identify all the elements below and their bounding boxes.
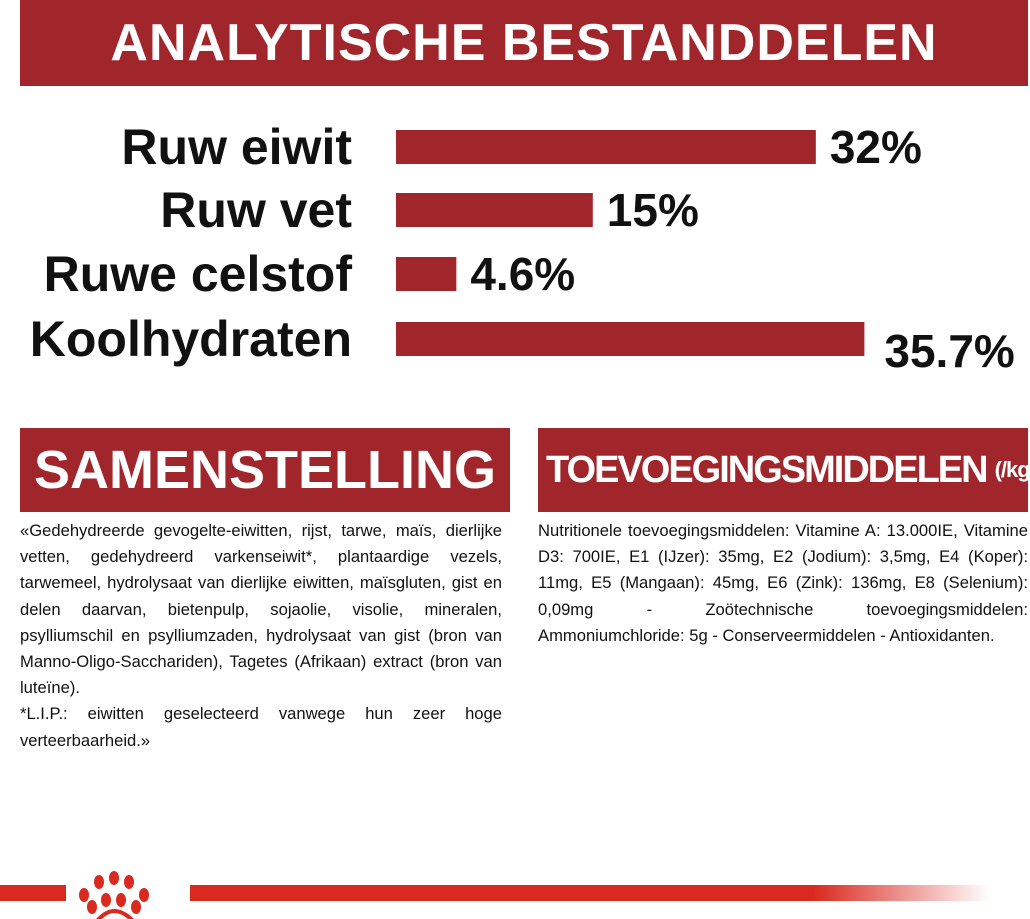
composition-title: SAMENSTELLING: [33, 440, 496, 500]
value-label: 32%: [830, 121, 922, 173]
bar: [396, 130, 816, 164]
category-label: Ruwe celstof: [44, 246, 353, 302]
additives-text-block: Nutritionele toevoegingsmiddelen: Vitami…: [538, 518, 1028, 649]
value-label: 15%: [607, 184, 699, 236]
additives-unit: (/kg): [994, 457, 1030, 482]
footer-bar-left: [0, 885, 66, 901]
composition-text: «Gedehydreerde gevogelte-eiwitten, rijst…: [20, 521, 502, 698]
analytical-constituents-bar-chart: Ruw eiwit 32% Ruw vet 15% Ruwe celstof 4.6% Ko…: [30, 119, 1015, 377]
header-title: ANALYTISCHE BESTANDDELEN: [110, 14, 938, 72]
bar: [396, 193, 593, 227]
bar: [396, 322, 865, 356]
category-label: Koolhydraten: [30, 311, 352, 367]
section-header-samenstelling: SAMENSTELLING: [20, 428, 510, 512]
category-label: Ruw vet: [160, 182, 352, 238]
additives-text: Nutritionele toevoegingsmiddelen: Vitami…: [538, 521, 1028, 645]
section-header-analytische-bestanddelen: ANALYTISCHE BESTANDDELEN: [20, 0, 1028, 86]
composition-text-block: «Gedehydreerde gevogelte-eiwitten, rijst…: [20, 518, 502, 754]
bar: [396, 257, 457, 291]
category-label: Ruw eiwit: [121, 119, 352, 175]
value-label: 35.7%: [884, 325, 1014, 377]
footer-brand-strip: [0, 871, 990, 919]
section-header-toevoegingsmiddelen: TOEVOEGINGSMIDDELEN(/kg): [538, 428, 1030, 512]
additives-title: TOEVOEGINGSMIDDELEN: [546, 448, 989, 491]
royal-canin-crown-logo: [79, 871, 149, 919]
value-label: 4.6%: [470, 248, 575, 300]
composition-note: *L.I.P.: eiwitten geselecteerd vanwege h…: [20, 704, 502, 750]
footer-bar-right: [190, 885, 990, 901]
